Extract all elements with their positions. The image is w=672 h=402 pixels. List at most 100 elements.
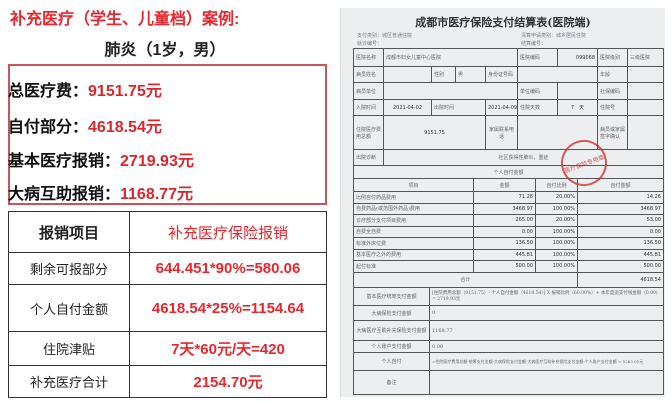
amount: 71.28 [473, 191, 536, 204]
summary-self-pay: 自付部分：4618.54元 [8, 113, 162, 137]
ratio: 20.00% [535, 214, 578, 227]
value: 1168.77元 [120, 186, 193, 203]
claim-type: 清算申请类别：城乡居民住院 [521, 33, 587, 39]
cost-row: 自费药品(或范围外药品)费用 3468.97 100.00% 3468.97 [353, 202, 664, 215]
amount: 500.00 [473, 260, 536, 273]
label: 身份证号码 [484, 66, 519, 83]
sum-label: 合计 [353, 271, 578, 288]
summary-serious: 大病互助报销：1168.77元 [8, 180, 193, 204]
cost-row: 标准外床位费 136.50 100.00% 136.50 [353, 237, 664, 250]
label: 出院时间 [431, 99, 486, 116]
section-title: 个人自付金额 [352, 165, 665, 179]
summary-box [8, 64, 327, 205]
ratio: 100.00% [535, 237, 578, 250]
cost-row: 基本医疗之外的费用 445.81 100.00% 445.81 [353, 248, 664, 261]
mutual-payment: 1168.77 [429, 320, 664, 341]
row-value: 644.451*90%=580.06 [129, 252, 327, 285]
days: 7 天 [557, 99, 599, 116]
self-pay: 53.00 [577, 214, 664, 227]
label: 年龄 [597, 66, 629, 83]
remark-value [429, 370, 664, 395]
label: 大病互助报销： [8, 186, 121, 203]
ratio: 100.00% [535, 225, 578, 238]
row-label: 补充医疗合计 [8, 365, 130, 398]
total-cost: 9151.75 [383, 115, 486, 150]
self-pay: 445.81 [577, 248, 664, 261]
self-pay: 500.00 [577, 260, 664, 273]
label: 病员或家属签字确认 [597, 115, 629, 150]
table-header: 报销项目 补充医疗保险报销 [8, 211, 327, 253]
hospital-name: 成都市妇女儿童中心医院 [382, 48, 519, 67]
ratio: 20.00% [535, 191, 578, 204]
document-title: 成都市医疗保险支付结算表(医院端) [415, 16, 591, 29]
amount: 265.00 [473, 214, 536, 227]
label: 自付部分： [8, 119, 89, 136]
table-row: 剩余可报部分 644.451*90%=580.06 [8, 252, 327, 285]
label: 大病保险支付金额 [353, 305, 430, 321]
row-label: 剩余可报部分 [8, 252, 130, 285]
item: 比例自付药品费用 [353, 191, 474, 204]
pay-type: 支付类别：城区普通住院 [357, 33, 413, 39]
table-row: 住院津贴 7天*60元/天=420 [8, 331, 327, 366]
document-info-table: 医院名称 成都市妇女儿童中心医院 医院编码 099068 医院级别 三级医院 病员姓名 性别… [352, 48, 665, 179]
personal-payment: =住院医疗费用总额-统筹支付金额-大病保险支付金额-大病医疗互助补充保险支付金额… [429, 352, 664, 371]
item: 起付标准 [353, 260, 474, 273]
label: 出院诊断 [353, 149, 384, 166]
diagnosis: 社区获得性肺炎，重症 [382, 149, 665, 166]
header-item: 报销项目 [8, 211, 130, 253]
hospital-level: 三级医院 [627, 48, 665, 67]
basic-payment: [住院费用总额（9151.75）- 个人自付金额（4618.54）] X 报销比… [429, 287, 664, 306]
label: 社保编码 [597, 82, 629, 100]
self-pay: 14.26 [577, 191, 664, 204]
label: 医院名称 [353, 48, 384, 67]
col-header: 自付比例 [535, 178, 578, 192]
row-label: 住院津贴 [8, 331, 130, 366]
table-row: 个人自付金额 4618.54*25%=1154.64 [8, 284, 327, 332]
item: 诊疗部分支付项目费用 [353, 214, 474, 227]
summary-basic: 基本医疗报销：2719.93元 [8, 147, 194, 171]
cost-row: 比例自付药品费用 71.28 20.00% 14.26 [353, 191, 664, 204]
value: 4618.54元 [88, 119, 162, 136]
reimbursement-table: 报销项目 补充医疗保险报销 剩余可报部分 644.451*90%=580.06 个人… [8, 211, 327, 398]
ratio: 100.00% [535, 248, 578, 261]
amount: 3468.97 [473, 202, 536, 215]
label: 性别 [431, 66, 456, 83]
item: 自费全自费 [353, 225, 474, 238]
label: 住院天数 [517, 99, 559, 116]
visit-no: 就诊编号： [357, 41, 383, 47]
settlement-document-photo: 成都市医疗保险支付结算表(医院端) 支付类别：城区普通住院 就诊编号： 清算申请… [340, 8, 665, 397]
ratio: 100.00% [535, 260, 578, 273]
document-payment-table: 基本医疗统筹支付金额 [住院费用总额（9151.75）- 个人自付金额（4618.… [353, 287, 664, 395]
summary-total: 总医疗费：9151.75元 [8, 77, 162, 101]
item: 自费药品(或范围外药品)费用 [353, 202, 474, 215]
label: 病员单位 [353, 82, 384, 100]
label: 总医疗费： [8, 83, 89, 100]
label: 病员姓名 [353, 66, 384, 83]
label: 基本医疗报销： [8, 153, 121, 170]
settle-no: 结算编号： [521, 41, 547, 47]
value: 2719.93元 [120, 153, 194, 170]
serious-payment: 0 [429, 305, 664, 321]
item: 基本医疗之外的费用 [353, 248, 474, 261]
admit-date: 2021-04-02 [383, 99, 432, 116]
label: 个人自付 [353, 352, 430, 371]
sex: 男 [455, 66, 486, 83]
ratio: 100.00% [535, 202, 578, 215]
self-pay: 0.00 [577, 225, 664, 238]
amount: 136.50 [473, 237, 536, 250]
value: 9151.75元 [88, 83, 162, 100]
discharge-date: 2021-04-09 [484, 99, 519, 116]
col-header: 金额 [473, 178, 536, 192]
row-label: 个人自付金额 [8, 284, 130, 332]
case-subtitle: 肺炎（1岁，男） [104, 42, 226, 59]
document-cost-table: 项目 金额 自付比例 自付金额 比例自付药品费用 71.28 20.00% 14.26 自费… [353, 178, 664, 288]
label: 医院编码 [517, 48, 559, 67]
case-title: 补充医疗（学生、儿童档）案例: [10, 11, 240, 28]
cost-row: 自费全自费 0.00 100.00% 0.00 [353, 225, 664, 238]
label: 单位编码 [517, 82, 559, 100]
label: 住院号 [597, 99, 629, 116]
item: 标准外床位费 [353, 237, 474, 250]
amount: 445.81 [473, 248, 536, 261]
label: 个人账户支付金额 [353, 340, 430, 353]
cost-row: 起付标准 500.00 100.00% 500.00 [353, 260, 664, 273]
